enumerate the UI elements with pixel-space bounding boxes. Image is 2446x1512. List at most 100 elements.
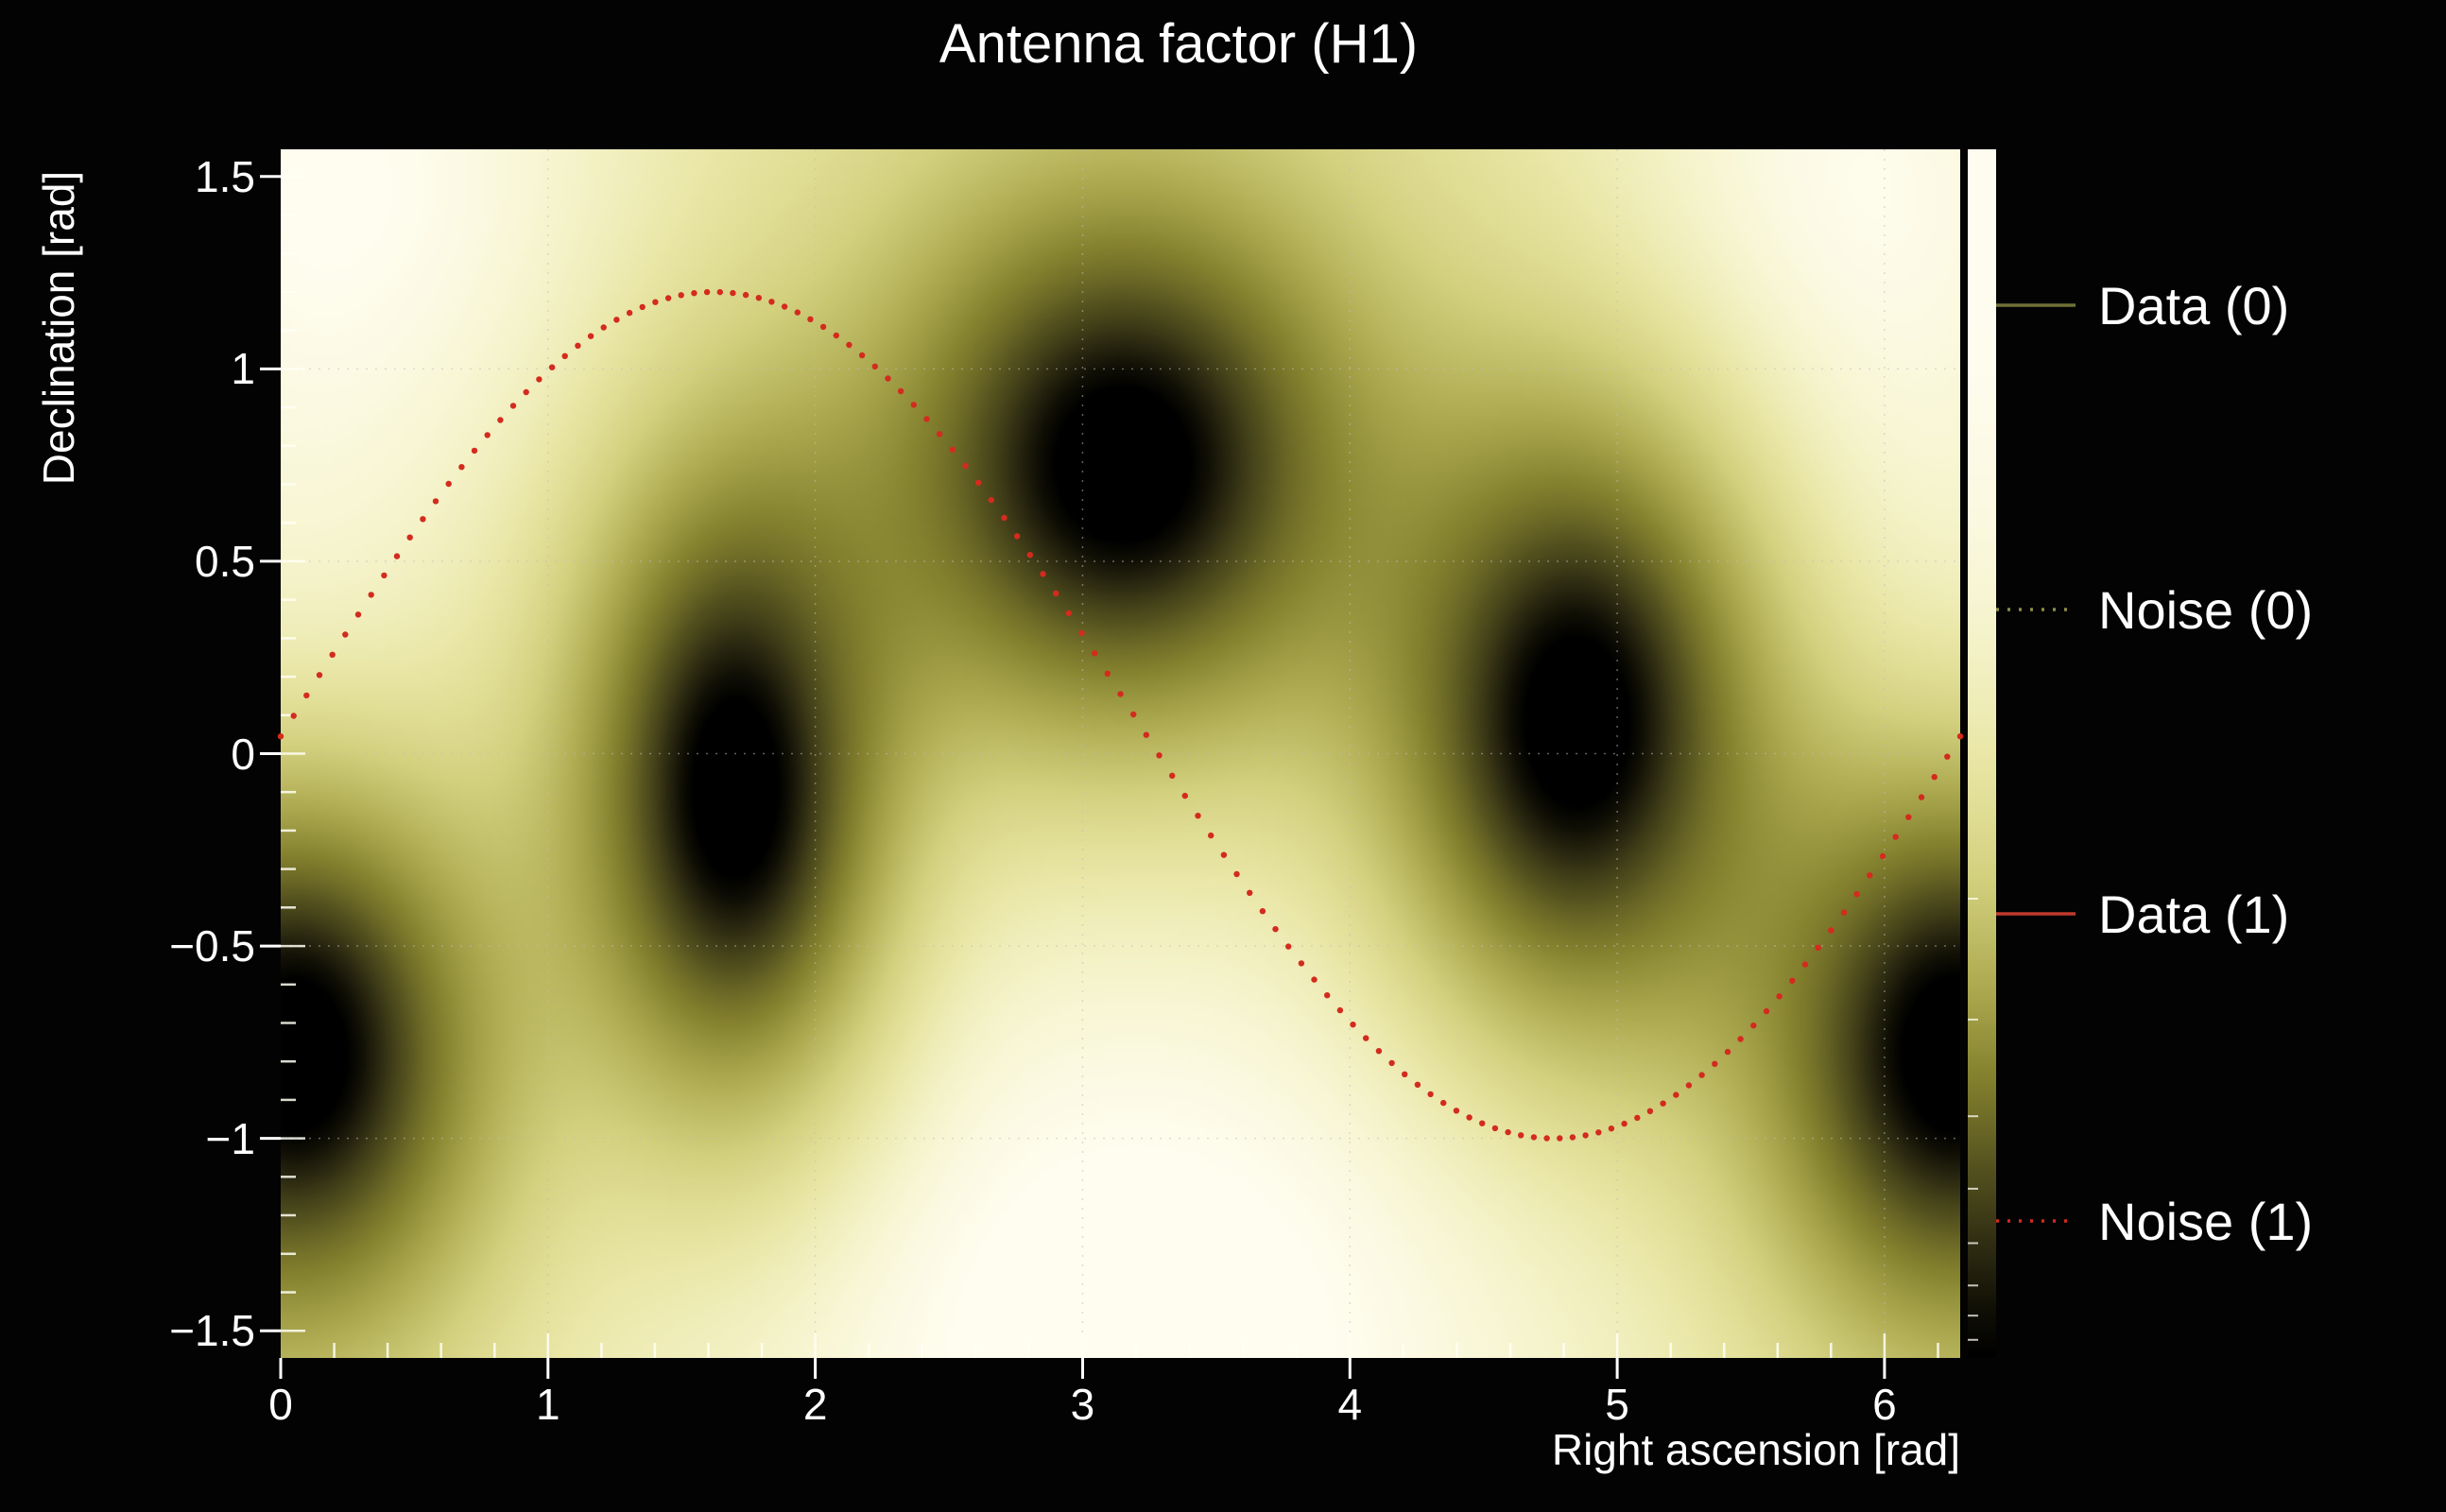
legend-swatch-dotted-line [1996, 608, 2076, 611]
noise1-dot [277, 733, 284, 740]
noise1-dot [1065, 610, 1072, 617]
chart-title: Antenna factor (H1) [939, 13, 1419, 75]
noise1-dot [1853, 891, 1860, 898]
noise1-dot [1712, 1060, 1718, 1067]
noise1-dot [1104, 670, 1111, 677]
colorbar-ticks [1968, 898, 1978, 1341]
legend-item: Data (1) [1992, 884, 2289, 944]
legend-swatch-solid-line [1996, 303, 2076, 307]
noise1-dot [1311, 976, 1318, 983]
noise1-dot [703, 288, 711, 296]
noise1-dot [1557, 1135, 1563, 1142]
noise1-dot [1789, 977, 1796, 984]
noise1-dot [484, 432, 491, 438]
noise1-dot [1453, 1108, 1460, 1114]
x-tick-label: 3 [1070, 1380, 1095, 1429]
noise1-dot [1143, 731, 1149, 738]
noise1-dot [1375, 1048, 1383, 1055]
legend-item: Data (0) [1992, 275, 2289, 335]
legend-label: Noise (0) [2098, 579, 2314, 640]
noise1-dot [1698, 1072, 1705, 1078]
x-tick-label: 0 [268, 1380, 293, 1429]
noise1-dot [1414, 1081, 1421, 1088]
x-tick-label: 6 [1872, 1380, 1897, 1429]
noise1-dot [1298, 960, 1305, 967]
noise1-dot [290, 713, 297, 719]
noise1-dot [1233, 870, 1240, 878]
legend-swatch-dotted-line [1996, 1219, 2076, 1223]
noise1-dot [1078, 629, 1085, 637]
noise1-dot [1491, 1125, 1499, 1132]
noise1-dot [1879, 852, 1886, 860]
noise1-dot [1001, 514, 1008, 522]
noise1-dot [523, 388, 529, 396]
noise1-dot [342, 631, 349, 638]
legend-item: Noise (1) [1992, 1191, 2313, 1251]
noise1-dot [1117, 691, 1124, 697]
noise1-dot [716, 288, 723, 296]
noise1-dot [1543, 1135, 1550, 1142]
noise1-dot [536, 376, 543, 383]
noise1-dot [1285, 943, 1292, 950]
noise1-dot [329, 651, 336, 658]
x-tick-label: 4 [1337, 1380, 1363, 1429]
y-tick-label: −1.5 [169, 1306, 255, 1356]
noise1-dot [381, 572, 388, 579]
noise1-dot [742, 291, 749, 299]
x-tick-label: 1 [536, 1380, 560, 1429]
noise1-dot [354, 611, 362, 618]
noise1-dot [846, 341, 853, 349]
noise1-dot [936, 431, 943, 438]
noise1-dot [406, 534, 413, 541]
colorbar-gradient [1968, 149, 1996, 1358]
noise1-dot [949, 446, 956, 453]
noise1-dot [1272, 926, 1279, 933]
noise1-dot [561, 352, 568, 359]
noise1-dot [497, 417, 504, 423]
noise1-dot [1634, 1114, 1641, 1122]
noise1-dot [1621, 1120, 1628, 1127]
noise1-dot [1905, 814, 1912, 820]
plot-overlay [260, 149, 1964, 1379]
noise1-dot [316, 672, 323, 679]
noise1-dot [885, 375, 891, 382]
noise1-dot [639, 303, 646, 311]
noise1-dot [1130, 711, 1137, 718]
noise1-dot [1801, 961, 1809, 968]
noise1-dot [1582, 1132, 1589, 1139]
noise1-dot [303, 692, 310, 699]
noise1-dot [1569, 1134, 1576, 1141]
noise1-dot [807, 316, 814, 322]
noise1-dot [819, 323, 827, 331]
noise1-dot [1402, 1071, 1408, 1077]
noise1-dot [393, 553, 401, 559]
noise1-dot [755, 295, 762, 301]
x-tick-label: 2 [802, 1380, 828, 1429]
noise1-dot [794, 309, 801, 316]
y-tick-label: 0.5 [195, 536, 255, 586]
noise1-dot [833, 332, 839, 339]
noise1-dot [1828, 927, 1834, 934]
noise1-dot [575, 342, 581, 349]
noise1-dot [1956, 733, 1964, 740]
noise1-dot [1931, 774, 1938, 781]
noise1-dot [613, 317, 620, 323]
noise1-dot [1608, 1125, 1615, 1132]
noise1-dot [691, 290, 698, 297]
noise1-dot [1208, 832, 1214, 839]
noise1-dot [1220, 851, 1228, 858]
noise1-dot [1013, 533, 1021, 540]
noise1-dot [1646, 1108, 1654, 1114]
noise1-dot [626, 309, 633, 317]
noise1-dot [445, 480, 452, 488]
noise1-dot [1840, 909, 1848, 916]
noise1-dot [1195, 813, 1201, 819]
noise1-dot [1247, 889, 1253, 896]
noise1-dot [1350, 1022, 1356, 1028]
noise1-dot [858, 352, 866, 359]
noise1-dot [1053, 590, 1059, 597]
noise1-dot [1440, 1099, 1447, 1107]
noise1-dot [664, 295, 672, 301]
noise1-dot [1156, 752, 1163, 759]
noise1-dot [781, 303, 788, 310]
